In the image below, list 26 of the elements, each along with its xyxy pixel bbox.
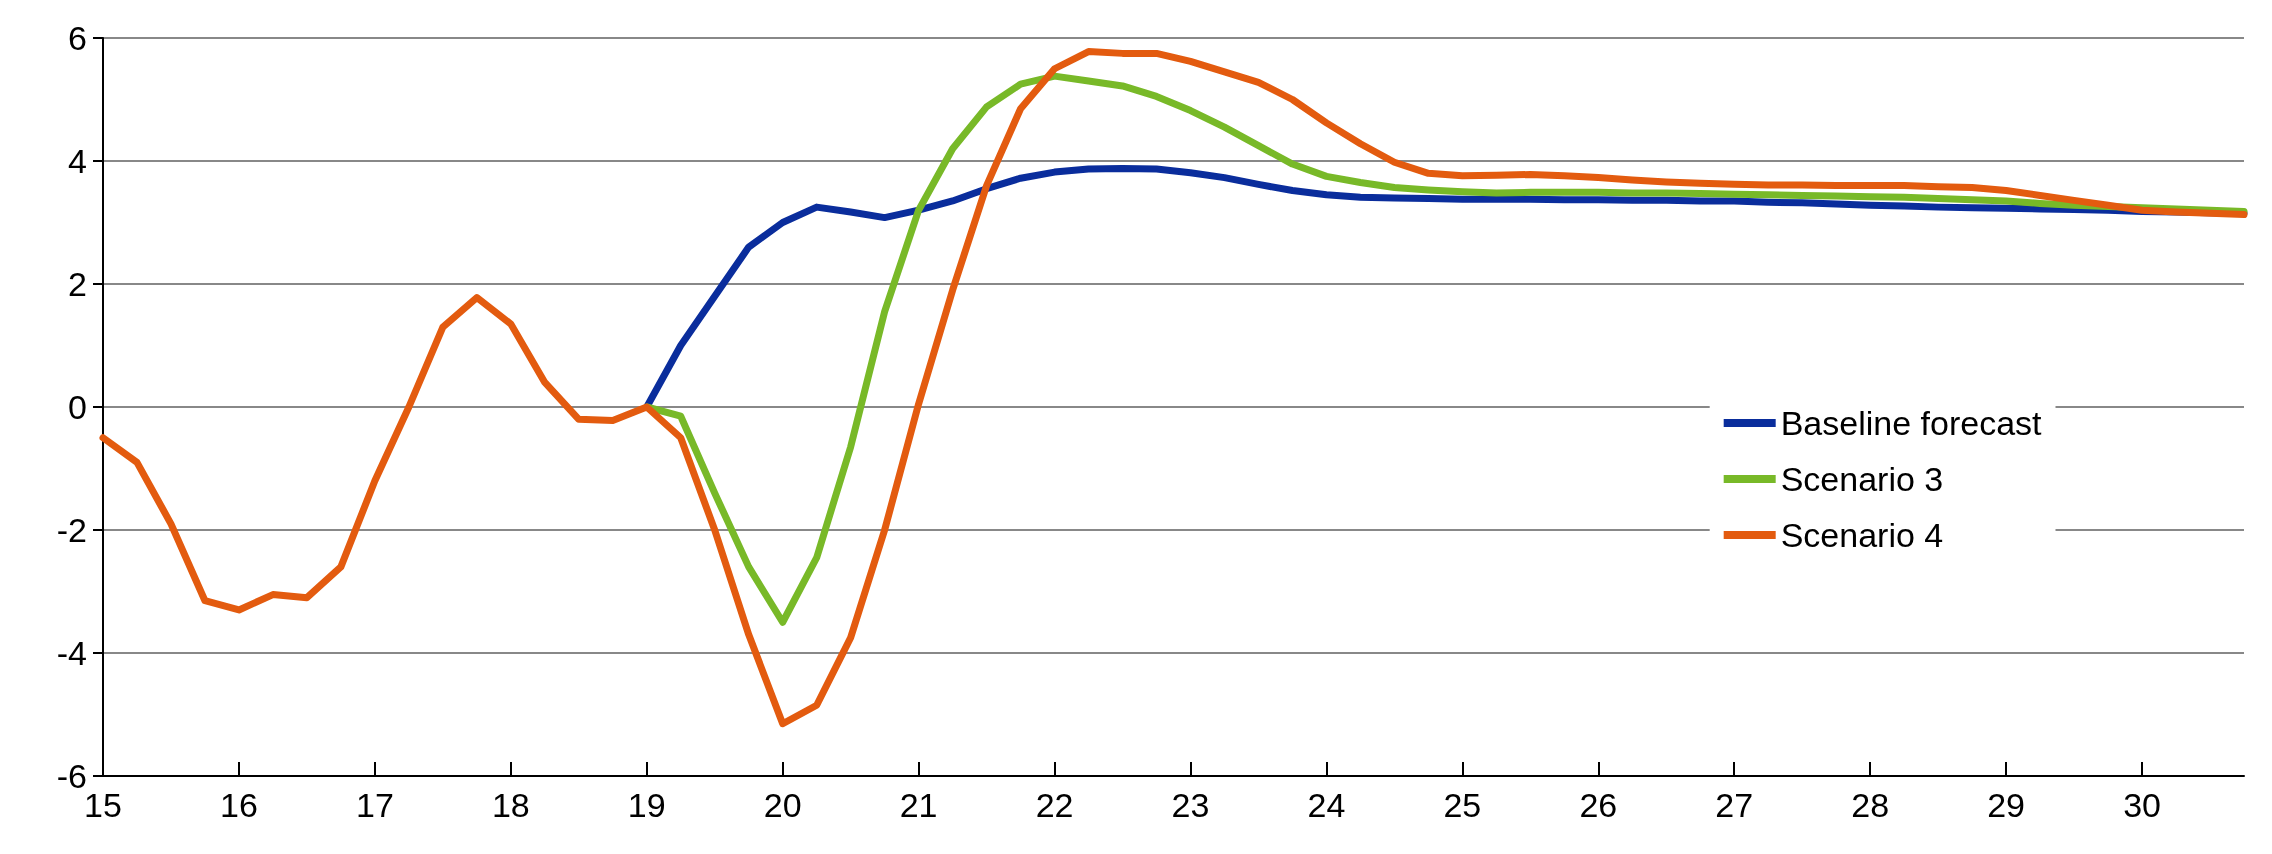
x-tick-label: 19 bbox=[627, 786, 666, 824]
legend-label: Baseline forecast bbox=[1780, 404, 2043, 443]
y-tick-label: 6 bbox=[68, 19, 87, 57]
x-tick-label: 24 bbox=[1307, 786, 1346, 824]
x-tick-label: 23 bbox=[1171, 786, 1210, 824]
x-tick-label: 22 bbox=[1035, 786, 1074, 824]
x-tick-label: 29 bbox=[1987, 786, 2026, 824]
legend-label: Scenario 4 bbox=[1780, 516, 1944, 555]
y-tick-label: -6 bbox=[56, 757, 87, 795]
y-tick-label: 0 bbox=[68, 388, 87, 426]
y-tick-label: 2 bbox=[68, 265, 87, 303]
x-tick-label: 17 bbox=[355, 786, 394, 824]
x-tick-label: 26 bbox=[1579, 786, 1618, 824]
y-tick-label: -4 bbox=[56, 634, 87, 672]
x-tick-label: 20 bbox=[763, 786, 802, 824]
y-tick-label: -2 bbox=[56, 511, 87, 549]
legend-label: Scenario 3 bbox=[1780, 460, 1944, 499]
x-tick-label: 18 bbox=[491, 786, 530, 824]
x-tick-label: 27 bbox=[1715, 786, 1754, 824]
x-tick-label: 30 bbox=[2123, 786, 2161, 824]
x-tick-label: 25 bbox=[1443, 786, 1482, 824]
x-tick-label: 28 bbox=[1851, 786, 1890, 824]
x-tick-label: 16 bbox=[220, 786, 258, 824]
x-tick-label: 15 bbox=[84, 786, 122, 824]
x-tick-label: 21 bbox=[899, 786, 938, 824]
y-tick-label: 4 bbox=[68, 142, 87, 180]
